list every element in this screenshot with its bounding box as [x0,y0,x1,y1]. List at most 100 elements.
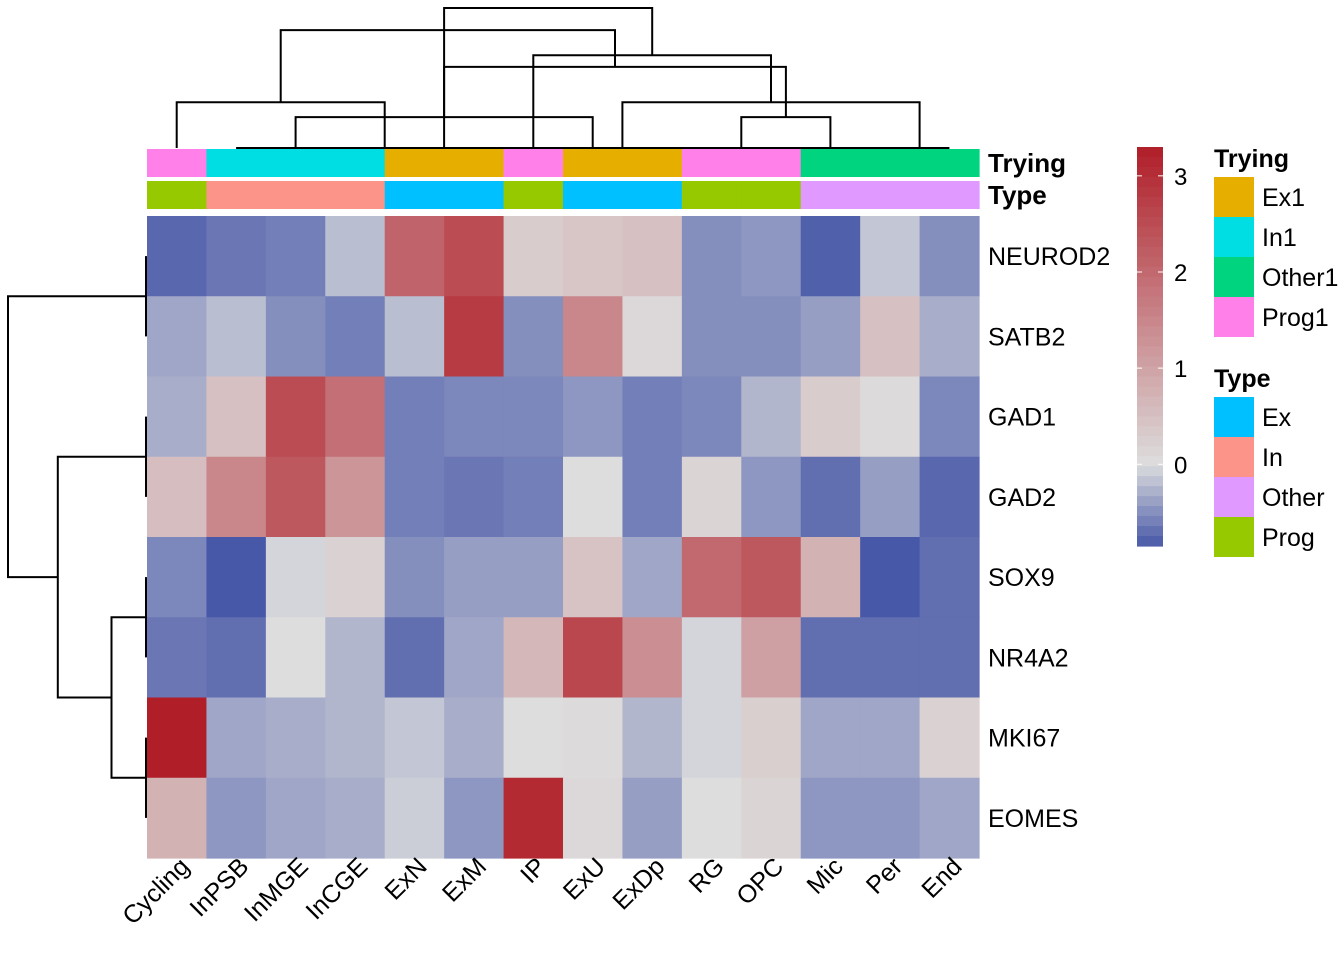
annotation-trying-cell-2 [265,149,326,177]
cell-nr4a2-opc [741,617,802,699]
cell-gad2-inpsb [206,456,267,538]
cell-gad1-exm [444,376,505,458]
cell-satb2-inmge [265,296,326,378]
cell-gad1-end [919,376,980,458]
column-label-per: Per [861,852,908,899]
cell-neurod2-cycling [147,216,208,297]
column-label-cycling: Cycling [117,852,195,930]
annotation-label-trying: Trying [988,148,1066,178]
cell-satb2-exdp [622,296,683,378]
annotation-trying-cell-6 [503,149,564,177]
column-dendrogram-link-10 [443,65,787,148]
legend-swatch-prog [1214,517,1254,557]
column-label-exn: ExN [379,852,432,905]
cell-eomes-exdp [622,777,683,859]
cell-nr4a2-ip [503,617,564,699]
colorbar-segment-30 [1137,446,1163,457]
annotation-trying-cell-4 [384,149,445,177]
colorbar-segment-19 [1137,336,1163,348]
cell-nr4a2-incge [325,617,386,699]
annotation-trying-cell-1 [206,149,267,177]
row-label-satb2: SATB2 [988,323,1065,351]
colorbar-segment-1 [1137,156,1163,168]
cell-gad1-inmge [265,376,326,458]
cell-satb2-per [860,296,921,378]
colorbar-segment-33 [1137,476,1163,487]
annotation-trying-cell-5 [444,149,505,177]
row-dendrogram-link-6 [7,295,146,579]
cell-nr4a2-inpsb [206,617,267,699]
annotation-type-cell-9 [681,181,742,209]
annotation-trying-cell-8 [622,149,683,177]
cell-gad2-exdp [622,456,683,538]
heatmap-cells [147,216,980,859]
cell-sox9-exm [444,537,505,618]
cell-mki67-rg [681,697,742,779]
cell-mki67-inmge [265,697,326,779]
cell-mki67-opc [741,697,802,779]
annotation-trying-cell-0 [147,149,208,177]
cell-gad2-opc [741,456,802,538]
cell-satb2-rg [681,296,742,378]
cell-neurod2-exn [384,216,445,297]
cell-gad1-incge [325,376,386,458]
colorbar-segment-26 [1137,406,1163,417]
cell-neurod2-inmge [265,216,326,297]
cell-eomes-exm [444,777,505,859]
colorbar-tick-label-2: 2 [1174,260,1187,287]
colorbar-segment-37 [1137,516,1163,527]
colorbar-segment-0 [1137,147,1163,158]
annotation-type-cell-1 [206,181,267,209]
column-dendrogram-link-8 [740,116,832,148]
legend-swatch-ex [1214,397,1254,437]
cell-sox9-exu [563,537,624,618]
cell-mki67-exn [384,697,445,779]
cell-neurod2-ip [503,216,564,297]
cell-sox9-rg [681,537,742,618]
cell-gad2-rg [681,456,742,538]
cell-nr4a2-exm [444,617,505,699]
legend-label-prog: Prog [1262,524,1315,552]
cell-sox9-inpsb [206,537,267,618]
cell-sox9-mic [800,537,861,618]
cell-gad2-ip [503,456,564,538]
annotation-type-cell-11 [800,181,861,209]
row-label-eomes: EOMES [988,805,1078,833]
cell-eomes-inpsb [206,777,267,859]
row-label-neurod2: NEUROD2 [988,243,1110,271]
cell-eomes-ip [503,777,564,859]
cell-sox9-exdp [622,537,683,618]
column-dendrogram-link-12 [279,29,616,103]
colorbar-segment-11 [1137,256,1163,268]
row-label-sox9: SOX9 [988,564,1055,592]
annotation-type-cell-3 [325,181,386,209]
cell-nr4a2-exn [384,617,445,699]
colorbar-segment-22 [1137,366,1163,378]
cell-gad1-per [860,376,921,458]
annotation-type-cell-4 [384,181,445,209]
cell-nr4a2-end [919,617,980,699]
row-dendrogram-link-5 [56,455,146,699]
cell-eomes-inmge [265,777,326,859]
legend-label-prog1: Prog1 [1262,304,1329,332]
legend-swatch-other1 [1214,257,1254,297]
colorbar-segment-24 [1137,386,1163,397]
cell-mki67-inpsb [206,697,267,779]
cell-sox9-end [919,537,980,618]
cell-gad2-inmge [265,456,326,538]
cell-gad1-exu [563,376,624,458]
row-dendrogram [7,256,147,818]
colorbar-segment-20 [1137,346,1163,358]
legend-swatch-in [1214,437,1254,477]
cell-sox9-ip [503,537,564,618]
annotation-type-cell-13 [919,181,980,209]
legend-swatch-ex1 [1214,177,1254,217]
colorbar-segment-34 [1137,486,1163,497]
cell-eomes-exu [563,777,624,859]
annotation-trying-cell-3 [325,149,386,177]
cell-neurod2-end [919,216,980,297]
cell-mki67-incge [325,697,386,779]
cell-mki67-ip [503,697,564,779]
colorbar-segment-27 [1137,416,1163,427]
